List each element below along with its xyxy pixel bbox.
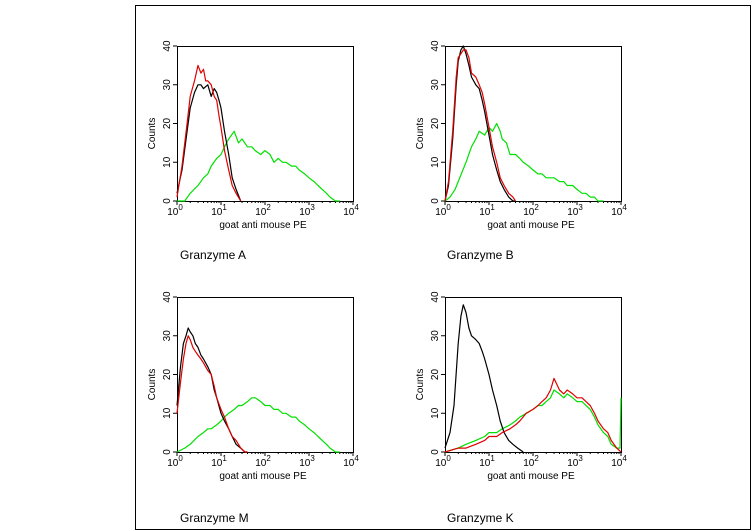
x-tick-label: 104 xyxy=(611,203,627,218)
y-axis-label: Counts xyxy=(415,118,426,150)
x-tick-label: 102 xyxy=(255,454,271,469)
x-tick-label: 102 xyxy=(523,454,539,469)
x-tick-label: 100 xyxy=(167,203,183,218)
histogram-line-green xyxy=(176,397,340,453)
y-tick-label: 20 xyxy=(430,118,441,130)
y-tick-label: 20 xyxy=(162,118,173,130)
x-tick-label: 101 xyxy=(211,454,227,469)
y-tick-label: 30 xyxy=(430,79,441,91)
histogram-panel-1: 100 101 102 103 104 0 10 20 30 40 goat anti mouse … xyxy=(147,40,359,231)
histogram-line-green xyxy=(444,122,604,202)
histogram-line-black xyxy=(176,84,242,202)
y-tick-label: 30 xyxy=(162,79,173,91)
y-tick-label: 10 xyxy=(162,407,173,419)
x-tick-label: 103 xyxy=(299,454,315,469)
x-tick-label: 102 xyxy=(523,203,539,218)
histogram-line-green xyxy=(444,389,622,453)
x-tick-label: 104 xyxy=(343,203,359,218)
y-tick-label: 30 xyxy=(162,330,173,342)
y-tick-label: 40 xyxy=(430,40,441,52)
y-axis-label: Counts xyxy=(147,118,158,150)
y-tick-label: 0 xyxy=(430,198,441,204)
outer-border xyxy=(135,5,751,530)
y-tick-label: 10 xyxy=(430,407,441,419)
x-axis-label: goat anti mouse PE xyxy=(219,471,307,482)
x-tick-label: 101 xyxy=(479,203,495,218)
caption-granzyme-k: Granzyme K xyxy=(447,511,514,525)
y-tick-label: 40 xyxy=(162,40,173,52)
x-axis-label: goat anti mouse PE xyxy=(487,220,575,231)
y-tick-label: 0 xyxy=(162,449,173,455)
caption-granzyme-m: Granzyme M xyxy=(180,511,249,525)
histogram-line-green xyxy=(177,130,340,202)
y-tick-label: 20 xyxy=(430,369,441,381)
caption-granzyme-a: Granzyme A xyxy=(180,248,247,262)
x-tick-label: 103 xyxy=(567,203,583,218)
histogram-line-red xyxy=(444,377,622,453)
x-tick-label: 104 xyxy=(343,454,359,469)
x-tick-label: 103 xyxy=(299,203,315,218)
y-axis-label: Counts xyxy=(147,369,158,401)
y-tick-label: 0 xyxy=(162,198,173,204)
y-tick-label: 10 xyxy=(430,156,441,168)
x-tick-label: 100 xyxy=(167,454,183,469)
x-tick-label: 100 xyxy=(435,203,451,218)
histogram-line-red xyxy=(176,64,242,202)
histogram-line-red xyxy=(176,335,248,453)
y-tick-label: 20 xyxy=(162,369,173,381)
x-tick-label: 104 xyxy=(611,454,627,469)
histogram-line-red xyxy=(444,49,516,202)
y-axis-label: Counts xyxy=(415,369,426,401)
y-tick-label: 10 xyxy=(162,156,173,168)
x-tick-label: 101 xyxy=(479,454,495,469)
x-axis-label: goat anti mouse PE xyxy=(487,471,575,482)
x-tick-label: 103 xyxy=(567,454,583,469)
y-tick-label: 0 xyxy=(430,449,441,455)
x-tick-label: 100 xyxy=(435,454,451,469)
histogram-panel-3: 100 101 102 103 104 0 10 20 30 40 goat anti mouse … xyxy=(147,291,359,482)
caption-granzyme-b: Granzyme B xyxy=(447,248,514,262)
x-axis-label: goat anti mouse PE xyxy=(219,220,307,231)
histogram-panel-4: 100 101 102 103 104 0 10 20 30 40 goat anti mouse … xyxy=(415,291,627,482)
x-tick-label: 101 xyxy=(211,203,227,218)
histogram-panel-2: 100 101 102 103 104 0 10 20 30 40 goat anti mouse … xyxy=(415,40,627,231)
x-tick-label: 102 xyxy=(255,203,271,218)
y-tick-label: 40 xyxy=(430,291,441,303)
y-tick-label: 40 xyxy=(162,291,173,303)
y-tick-label: 30 xyxy=(430,330,441,342)
histogram-line-black xyxy=(176,327,248,453)
histogram-line-black xyxy=(444,304,524,453)
